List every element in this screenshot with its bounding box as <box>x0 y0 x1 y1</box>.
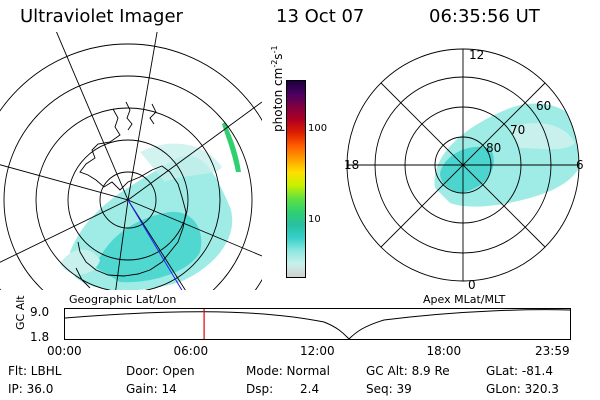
mlt-label-top: 12 <box>469 48 484 62</box>
observation-date: 13 Oct 07 <box>276 6 365 27</box>
glon-readout: GLon: 320.3 <box>486 382 559 396</box>
colorbar <box>286 80 306 278</box>
door-readout: Door: Open <box>126 364 195 378</box>
timeline-x-tick-0: 00:00 <box>47 344 82 358</box>
dsp-label: Dsp: <box>246 382 274 396</box>
colorbar-unit-label: photon cm-2s-1 <box>270 45 285 132</box>
coastline <box>75 101 187 289</box>
mlat-label-80: 80 <box>486 141 501 155</box>
colorbar-tick-0: 100 <box>308 122 328 134</box>
mlt-label-bottom: 0 <box>468 278 476 292</box>
latitude-circles <box>0 43 262 290</box>
apex-panel-label: Apex MLat/MLT <box>423 293 506 306</box>
colorbar-tick-1: 10 <box>308 214 321 225</box>
timeline-x-tick-1: 06:00 <box>173 344 209 358</box>
noon-meridian-line <box>127 199 183 290</box>
aurora-emission-right <box>434 103 579 207</box>
colorbar-ticks: 100 10 <box>306 80 346 276</box>
seq-readout: Seq: 39 <box>366 382 412 396</box>
dsp-value: 2.4 <box>300 382 320 396</box>
geographic-map-panel <box>0 32 262 290</box>
mlt-label-right: 6 <box>576 158 584 172</box>
timeline-y-tick-bottom: 1.8 <box>30 330 50 344</box>
mlat-mlt-polar-panel: 12 18 6 0 60 70 80 <box>344 48 584 292</box>
mode-readout: Mode: Normal <box>246 364 330 378</box>
timeline-x-tick-4: 23:59 <box>535 344 570 358</box>
altitude-curve <box>64 309 571 340</box>
geographic-panel-label: Geographic Lat/Lon <box>69 293 177 306</box>
timeline-x-ticks: 00:00 06:00 12:00 18:00 23:59 <box>0 344 600 360</box>
filter-readout: Flt: LBHL <box>8 364 62 378</box>
timeline-y-tick-top: 9.0 <box>30 305 50 319</box>
longitude-meridians <box>0 32 262 290</box>
timeline-x-tick-2: 12:00 <box>300 344 335 358</box>
mlat-label-70: 70 <box>510 123 525 137</box>
timeline-x-tick-3: 18:00 <box>426 344 462 358</box>
instrument-title: Ultraviolet Imager <box>20 6 183 27</box>
gain-readout: Gain: 14 <box>126 382 177 396</box>
timeline-axis-label: GC Alt <box>14 295 27 330</box>
mlt-spokes <box>347 49 579 281</box>
ip-readout: IP: 36.0 <box>8 382 54 396</box>
orbit-altitude-timeline <box>64 308 571 340</box>
aurora-emission-left <box>60 122 241 290</box>
mlat-label-60: 60 <box>536 99 551 113</box>
observation-time: 06:35:56 UT <box>429 6 540 27</box>
gc-alt-readout: GC Alt: 8.9 Re <box>366 364 450 378</box>
glat-readout: GLat: -81.4 <box>486 364 553 378</box>
mlt-label-left: 18 <box>344 158 359 172</box>
